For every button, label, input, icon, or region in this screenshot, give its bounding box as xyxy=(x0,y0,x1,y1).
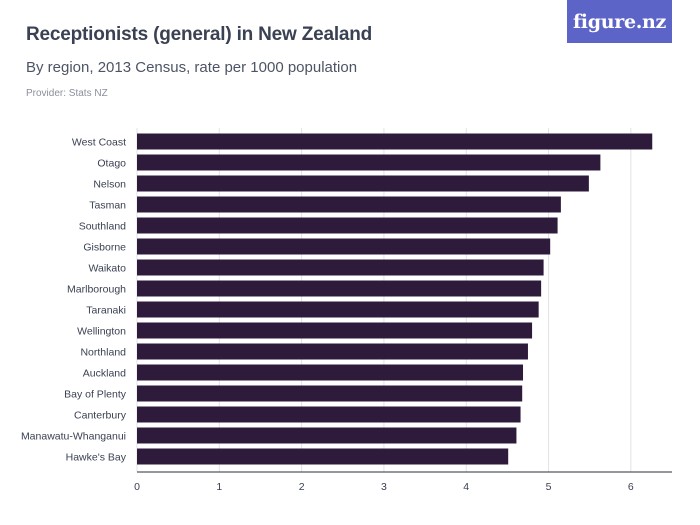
category-label: Northland xyxy=(80,347,126,359)
category-label: Otago xyxy=(97,158,126,170)
category-label: Waikato xyxy=(88,263,126,275)
bar-bay-of-plenty[interactable] xyxy=(137,385,523,402)
category-label: West Coast xyxy=(72,137,126,149)
bar-marlborough[interactable] xyxy=(137,280,542,297)
x-axis: 0 1 2 3 4 5 6 xyxy=(134,471,672,493)
bar-wellington[interactable] xyxy=(137,322,533,339)
x-tick-label: 6 xyxy=(628,481,634,493)
bar-waikato[interactable] xyxy=(137,259,544,276)
category-label: Canterbury xyxy=(74,410,127,422)
category-label: Manawatu-Whanganui xyxy=(21,431,126,443)
category-labels: West Coast Otago Nelson Tasman Southland Gisb… xyxy=(21,137,127,464)
category-label: Wellington xyxy=(77,326,126,338)
x-tick-label: 0 xyxy=(134,481,140,493)
x-tick-label: 1 xyxy=(216,481,222,493)
category-label: Gisborne xyxy=(83,242,126,254)
category-label: Bay of Plenty xyxy=(64,389,127,401)
bar-nelson[interactable] xyxy=(137,175,589,192)
category-label: Southland xyxy=(79,221,126,233)
bar-otago[interactable] xyxy=(137,154,601,171)
category-label: Tasman xyxy=(89,200,126,212)
provider-credit: Provider: Stats NZ xyxy=(26,88,108,99)
x-tick-label: 2 xyxy=(299,481,305,493)
bar-west-coast[interactable] xyxy=(137,133,653,150)
bar-southland[interactable] xyxy=(137,217,558,234)
bar-gisborne[interactable] xyxy=(137,238,551,255)
bar-northland[interactable] xyxy=(137,343,528,360)
category-label: Nelson xyxy=(93,179,126,191)
bar-canterbury[interactable] xyxy=(137,406,521,423)
bar-hawke-s-bay[interactable] xyxy=(137,448,509,465)
x-tick-label: 4 xyxy=(463,481,469,493)
bar-auckland[interactable] xyxy=(137,364,524,381)
chart-subtitle: By region, 2013 Census, rate per 1000 po… xyxy=(26,59,358,76)
figure-nz-logo[interactable]: figure.nz xyxy=(567,0,672,43)
category-label: Taranaki xyxy=(86,305,126,317)
category-label: Marlborough xyxy=(67,284,126,296)
x-tick-label: 5 xyxy=(546,481,552,493)
bars xyxy=(137,133,653,465)
category-label: Auckland xyxy=(83,368,126,380)
chart-title: Receptionists (general) in New Zealand xyxy=(26,24,373,45)
bar-manawatu-whanganui[interactable] xyxy=(137,427,517,444)
bar-tasman[interactable] xyxy=(137,196,561,213)
x-tick-label: 3 xyxy=(381,481,387,493)
bar-taranaki[interactable] xyxy=(137,301,539,318)
category-label: Hawke's Bay xyxy=(66,452,127,464)
